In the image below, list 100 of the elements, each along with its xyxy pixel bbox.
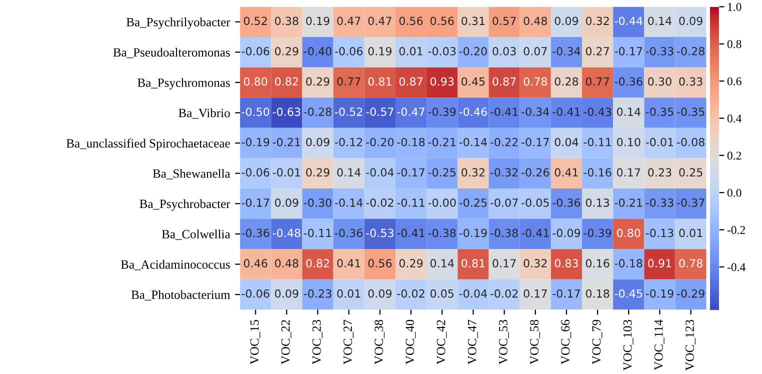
data-label: -0.44 xyxy=(614,16,642,26)
data-label: 0.48 xyxy=(275,259,298,268)
x-tick-label: VOC_79 xyxy=(592,320,602,364)
y-tick-label: Ba_Colwellia xyxy=(162,230,230,240)
data-label: 0.09 xyxy=(275,289,298,298)
data-label: -0.17 xyxy=(397,168,424,177)
color-bar-label: 0.4 xyxy=(727,114,742,123)
data-label: -0.06 xyxy=(242,46,270,56)
data-label: 0.46 xyxy=(244,259,268,268)
data-label: 0.80 xyxy=(617,228,640,238)
data-label: -0.20 xyxy=(366,138,394,146)
color-bar-label: -0.2 xyxy=(727,226,746,234)
color-bar-label: 0.0 xyxy=(727,188,742,197)
data-label: 0.29 xyxy=(399,259,423,268)
y-tick-label: Ba_Acidaminococcus xyxy=(120,260,230,270)
data-label: 0.32 xyxy=(524,259,547,268)
data-label: -0.41 xyxy=(522,228,549,238)
data-label: -0.19 xyxy=(646,289,674,298)
data-label: -0.35 xyxy=(677,108,704,116)
data-label: 0.04 xyxy=(554,138,578,146)
x-tick-label: VOC_22 xyxy=(281,320,292,364)
data-label: -0.38 xyxy=(428,228,456,238)
data-label: 0.03 xyxy=(492,46,516,56)
data-label: 0.77 xyxy=(586,77,609,86)
data-label: 0.52 xyxy=(244,16,267,26)
data-label: 0.93 xyxy=(430,77,454,86)
data-label: -0.37 xyxy=(677,198,704,207)
data-label: 0.29 xyxy=(306,77,330,86)
data-label: -0.08 xyxy=(677,138,704,146)
data-label: 0.56 xyxy=(399,16,423,26)
data-label: -0.41 xyxy=(397,228,424,238)
data-label: -0.22 xyxy=(490,138,518,146)
data-label: -0.34 xyxy=(552,46,580,56)
x-tick-label: VOC_66 xyxy=(561,320,572,364)
data-label: -0.16 xyxy=(584,168,612,177)
data-label: 0.09 xyxy=(275,198,298,207)
data-label: 0.32 xyxy=(586,16,609,26)
data-label: 0.23 xyxy=(648,168,672,177)
data-label: -0.07 xyxy=(490,198,518,207)
data-label: 0.41 xyxy=(337,259,360,268)
data-label: -0.47 xyxy=(397,108,424,116)
data-label: -0.25 xyxy=(428,168,456,177)
data-label: -0.14 xyxy=(335,198,363,207)
data-label: -0.39 xyxy=(428,108,456,116)
data-label: 0.57 xyxy=(492,16,516,26)
x-tick-label: VOC_40 xyxy=(406,320,416,364)
data-label: 0.47 xyxy=(337,16,360,26)
y-tick-label: Ba_Photobacterium xyxy=(131,290,230,300)
x-tick-label: VOC_15 xyxy=(250,320,260,364)
data-label: -0.36 xyxy=(335,228,363,238)
y-tick-label: Ba_Shewanella xyxy=(152,169,230,180)
data-label: -0.21 xyxy=(272,138,300,146)
data-label: 0.27 xyxy=(586,46,609,56)
data-label: 0.81 xyxy=(462,259,485,268)
data-label: -0.11 xyxy=(397,198,424,207)
x-tick-label: VOC_27 xyxy=(344,320,354,364)
color-bar-label: 0.6 xyxy=(727,77,742,86)
data-label: -0.06 xyxy=(242,168,270,177)
data-label: -0.34 xyxy=(522,108,550,116)
data-label: 0.82 xyxy=(306,259,330,268)
data-label: -0.13 xyxy=(646,228,674,238)
data-label: -0.04 xyxy=(459,289,487,298)
x-tick-label: VOC_23 xyxy=(312,320,322,364)
data-label: 0.77 xyxy=(337,77,360,86)
data-label: 0.56 xyxy=(430,16,454,26)
data-label: -0.17 xyxy=(614,46,642,56)
data-label: 0.19 xyxy=(306,16,330,26)
x-tick-label: VOC_53 xyxy=(499,320,509,364)
data-label: -0.36 xyxy=(552,198,580,207)
data-label: 0.07 xyxy=(524,46,547,56)
data-label: 0.91 xyxy=(648,259,672,268)
data-label: 0.48 xyxy=(524,16,547,26)
data-label: 0.09 xyxy=(679,16,702,26)
x-tick-label: VOC_47 xyxy=(468,320,478,364)
data-label: 0.09 xyxy=(368,289,392,298)
data-label: -0.23 xyxy=(304,289,332,298)
data-label: -0.29 xyxy=(677,289,704,298)
data-label: -0.12 xyxy=(335,138,362,146)
data-label: -0.41 xyxy=(490,108,518,116)
data-label: 0.17 xyxy=(492,259,516,268)
data-label: -0.50 xyxy=(242,108,270,116)
data-label: -0.35 xyxy=(646,108,674,116)
data-label: 0.13 xyxy=(586,198,610,207)
color-bar-label: 1.0 xyxy=(728,2,742,11)
data-label: -0.00 xyxy=(428,198,456,207)
data-label: 0.29 xyxy=(275,46,298,56)
data-label: 0.30 xyxy=(648,77,672,86)
data-label: -0.46 xyxy=(459,108,487,116)
data-label: -0.11 xyxy=(304,228,332,238)
data-label: -0.30 xyxy=(304,198,332,207)
data-label: 0.28 xyxy=(554,77,578,86)
data-label: 0.78 xyxy=(679,259,702,268)
x-tick-label: VOC_58 xyxy=(530,320,540,364)
data-label: -0.02 xyxy=(397,289,424,298)
data-label: 0.14 xyxy=(648,16,672,26)
data-label: -0.28 xyxy=(677,46,704,56)
data-label: 0.41 xyxy=(554,168,578,177)
data-label: -0.43 xyxy=(584,108,612,116)
data-label: 0.16 xyxy=(586,259,610,268)
data-label: -0.01 xyxy=(272,168,300,177)
